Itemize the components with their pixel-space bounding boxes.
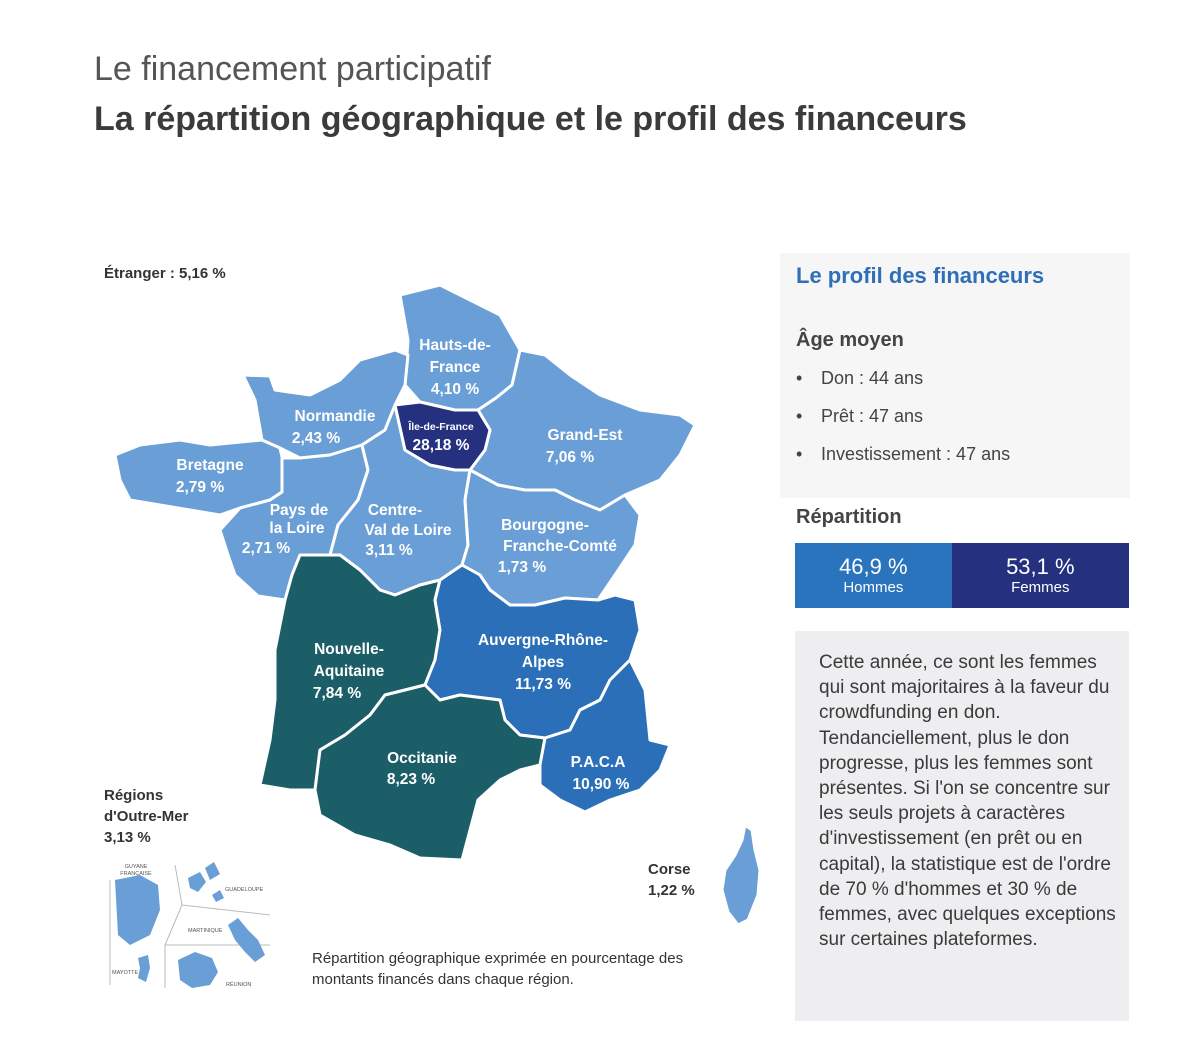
commentary-box [795,631,1129,1021]
label-bretagne: Bretagne [176,457,244,474]
martinique-label: MARTINIQUE [188,928,223,934]
bullet-icon: • [796,444,803,464]
label-bourgogne-l1: Bourgogne- [501,517,589,534]
region-ile-de-france[interactable] [393,400,492,472]
mayotte-label: MAYOTTE [112,970,139,976]
region-occitanie[interactable] [313,683,547,862]
guadeloupe-label: GUADELOUPE [225,887,264,893]
bullet-icon: • [796,368,803,388]
women-segment: 53,1 % Femmes [951,543,1129,608]
age-item-pret-text: Prêt : 47 ans [821,406,924,426]
region-corse[interactable] [720,823,762,927]
label-grand-est: Grand-Est [548,427,623,444]
reunion-shape [178,952,218,988]
label-paca: P.A.C.A [571,754,626,771]
value-occitanie: 8,23 % [387,771,435,788]
label-auvergne-l1: Auvergne-Rhône- [478,632,608,649]
profile-panel-bg [780,253,1130,498]
gender-split-bar: 46,9 % Hommes 53,1 % Femmes [795,543,1129,608]
bullet-icon: • [796,406,803,426]
reunion-label: RÉUNION [226,981,251,988]
label-normandie: Normandie [295,408,376,425]
value-centre: 3,11 % [365,542,413,559]
age-item-don: • Don : 44 ans [796,368,923,389]
value-normandie: 2,43 % [292,430,340,447]
value-auvergne: 11,73 % [515,676,571,693]
commentary-text: Cette année, ce sont les femmes qui sont… [819,652,1116,951]
guyane-shape [115,875,160,945]
age-item-investissement-text: Investissement : 47 ans [821,444,1011,464]
guyane-label-l1: GUYANE [125,864,148,870]
label-outre-mer-l1: Régions [104,787,163,804]
age-item-investissement: • Investissement : 47 ans [796,444,1010,465]
label-hauts-de-france-l1: Hauts-de- [419,337,490,354]
page-supertitle: Le financement participatif [94,50,491,88]
age-item-don-text: Don : 44 ans [821,368,924,388]
value-pays-de-la-loire: 2,71 % [242,540,290,557]
guyane-label-l2: FRANÇAISE [120,871,152,877]
label-nouvelle-aquitaine-l2: Aquitaine [314,663,385,680]
overseas-inset: GUYANE FRANÇAISE GUADELOUPE MARTINIQUE M… [109,862,271,988]
value-bourgogne: 1,73 % [498,559,546,576]
profile-title: Le profil des financeurs [796,263,1045,288]
map-footnote: Répartition géographique exprimée en pou… [312,950,684,988]
label-pays-de-la-loire-l2: la Loire [269,520,325,537]
region-paca[interactable] [538,658,672,814]
label-centre-l2: Val de Loire [364,522,451,539]
women-percent: 53,1 % [1006,554,1075,579]
men-percent: 46,9 % [839,554,908,579]
page-title: La répartition géographique et le profil… [94,100,967,138]
label-bourgogne-l2: Franche-Comté [503,538,617,555]
value-corse: 1,22 % [648,882,695,899]
label-ile-de-france: Île-de-France [407,420,474,433]
value-hauts-de-france: 4,10 % [431,381,479,398]
label-hauts-de-france-l2: France [430,359,481,376]
label-nouvelle-aquitaine-l1: Nouvelle- [314,641,384,658]
value-bretagne: 2,79 % [176,479,224,496]
value-grand-est: 7,06 % [546,449,594,466]
mayotte-shape [138,955,150,982]
value-ile-de-france: 28,18 % [413,437,470,454]
value-nouvelle-aquitaine: 7,84 % [313,685,361,702]
label-corse: Corse [648,861,691,878]
guadeloupe-shape [188,862,224,902]
repartition-title: Répartition [796,506,902,528]
label-auvergne-l2: Alpes [522,654,564,671]
label-outre-mer-l2: d'Outre-Mer [104,808,189,825]
value-paca: 10,90 % [573,776,630,793]
value-outre-mer: 3,13 % [104,829,151,846]
age-title: Âge moyen [796,329,904,351]
france-region-map: Étranger : 5,16 % Hauts-de- France 4,10 … [104,265,762,988]
women-label: Femmes [1011,579,1070,596]
martinique-shape [228,918,265,962]
label-pays-de-la-loire-l1: Pays de [270,502,329,519]
men-label: Hommes [843,579,904,596]
label-occitanie: Occitanie [387,750,457,767]
region-labels: Étranger : 5,16 % Hauts-de- France 4,10 … [104,265,695,899]
age-item-pret: • Prêt : 47 ans [796,406,923,427]
men-segment: 46,9 % Hommes [795,543,952,608]
label-centre-l1: Centre- [368,502,422,519]
etranger-label: Étranger : 5,16 % [104,265,226,282]
